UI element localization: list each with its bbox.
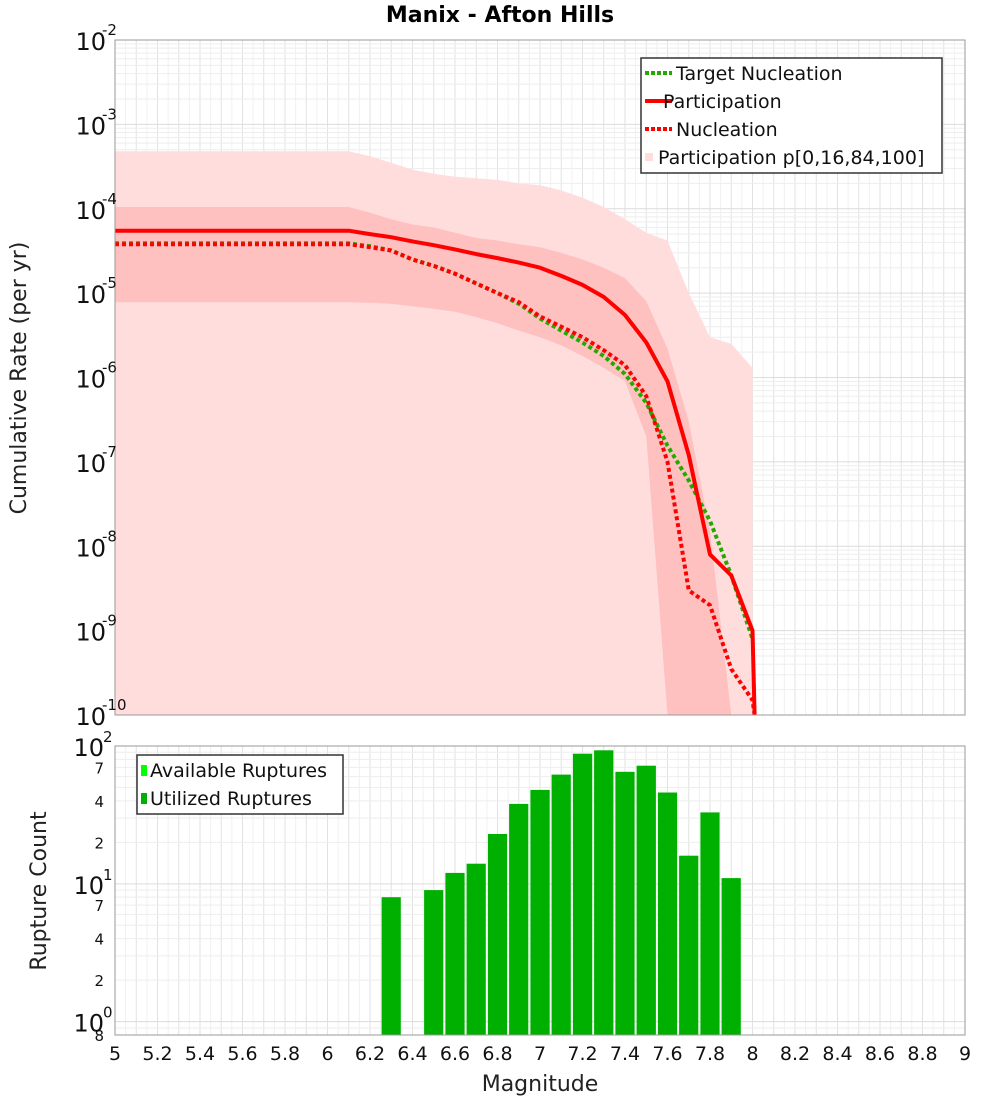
x-tick-label: 7	[534, 1043, 546, 1065]
legend-label: Nucleation	[676, 119, 778, 141]
y-tick-exponent: -9	[102, 612, 117, 630]
legend-label: Participation p[0,16,84,100]	[658, 147, 924, 169]
y-tick-exponent: -10	[102, 696, 127, 714]
y-tick-label: 10	[75, 281, 106, 309]
rupture-bar	[424, 890, 444, 1035]
y-minor-tick-label: 7	[94, 897, 104, 915]
legend-swatch	[645, 153, 653, 161]
x-tick-label: 5.2	[142, 1043, 172, 1065]
y-tick-label: 10	[75, 534, 106, 562]
bottom-y-axis-label: Rupture Count	[27, 811, 52, 971]
rupture-bar	[594, 750, 614, 1035]
rupture-bar	[572, 753, 593, 1035]
rupture-bar	[466, 863, 486, 1035]
bottom-x-ticks: 5 5.2 5.4 5.6 5.8 6 6.2 6.4 6.6 6.8 7 7.2 7.4 7.6 7.8 8…	[109, 1043, 971, 1065]
x-tick-label: 5.8	[270, 1043, 300, 1065]
y-tick-label: 10	[73, 734, 104, 762]
y-tick-label: 10	[75, 197, 106, 225]
x-tick-label: 7.4	[610, 1043, 640, 1065]
series-participation	[115, 228, 757, 716]
x-tick-label: 6.2	[355, 1043, 385, 1065]
y-tick-exponent: -8	[102, 527, 117, 545]
rupture-bar	[721, 878, 741, 1035]
rupture-bar	[530, 789, 550, 1035]
x-tick-label: 8.4	[822, 1043, 852, 1065]
x-tick-label: 6.8	[482, 1043, 512, 1065]
y-tick-label: 10	[75, 366, 106, 394]
y-tick-exponent: -3	[102, 105, 117, 123]
x-tick-label: 8.6	[865, 1043, 895, 1065]
y-tick-label: 10	[75, 619, 106, 647]
legend-label: Participation	[663, 91, 782, 113]
legend-label: Utilized Ruptures	[150, 788, 312, 810]
rupture-bar	[487, 834, 508, 1035]
y-tick-label: 10	[75, 450, 106, 478]
top-plot-frame	[114, 39, 966, 716]
y-tick-label: 10	[75, 703, 106, 731]
y-minor-tick-label: 2	[94, 972, 104, 990]
y-tick-exponent: 1	[103, 866, 113, 884]
band-participation-p16-p84	[115, 207, 732, 715]
y-minor-tick-label: 8	[94, 1027, 104, 1045]
series-nucleation	[115, 242, 757, 716]
bottom-plot-frame	[114, 745, 966, 1036]
top-y-axis-label: Cumulative Rate (per yr)	[7, 242, 32, 515]
x-tick-label: 6.6	[440, 1043, 470, 1065]
x-tick-label: 7.6	[652, 1043, 682, 1065]
rupture-bar	[657, 792, 678, 1035]
x-tick-label: 9	[959, 1043, 971, 1065]
x-tick-label: 8	[746, 1043, 758, 1065]
x-tick-label: 8.8	[907, 1043, 937, 1065]
chart-title: Manix - Afton Hills	[386, 3, 614, 28]
y-tick-exponent: -6	[102, 359, 117, 377]
y-tick-exponent: -2	[102, 21, 117, 39]
legend-box	[640, 57, 943, 174]
y-tick-label: 10	[75, 28, 106, 56]
rupture-bar	[551, 774, 571, 1035]
x-tick-label: 7.8	[695, 1043, 725, 1065]
x-tick-label: 7.2	[567, 1043, 597, 1065]
x-axis-label: Magnitude	[482, 1072, 599, 1097]
x-tick-label: 6.4	[397, 1043, 427, 1065]
y-minor-tick-label: 4	[94, 931, 104, 949]
rupture-bar	[615, 771, 635, 1035]
bottom-legend: Available Ruptures Utilized Ruptures	[136, 754, 344, 815]
rupture-bar	[445, 872, 465, 1035]
y-tick-exponent: -5	[102, 274, 117, 292]
y-tick-exponent: 0	[103, 1004, 113, 1022]
y-minor-tick-label: 7	[94, 759, 104, 777]
rupture-bar	[636, 765, 656, 1035]
y-tick-exponent: -4	[102, 190, 117, 208]
legend-swatch	[141, 765, 147, 776]
x-tick-label: 6	[321, 1043, 333, 1065]
y-tick-exponent: 2	[103, 728, 113, 746]
rupture-bar	[509, 803, 529, 1035]
y-tick-exponent: -7	[102, 443, 117, 461]
legend-label: Available Ruptures	[150, 760, 327, 782]
top-legend: Target Nucleation Participation Nucleation…	[640, 57, 943, 174]
y-minor-tick-label: 4	[94, 793, 104, 811]
top-y-ticks: 10-210-310-410-510-610-710-810-910-10	[75, 21, 126, 731]
y-tick-label: 10	[73, 1010, 104, 1038]
rupture-bar	[679, 855, 699, 1035]
legend-box	[136, 754, 344, 815]
top-lines	[115, 228, 757, 716]
y-tick-label: 10	[73, 872, 104, 900]
series-target-nucleation	[115, 241, 755, 640]
x-tick-label: 5	[109, 1043, 121, 1065]
y-tick-label: 10	[75, 112, 106, 140]
x-tick-label: 5.6	[227, 1043, 257, 1065]
x-tick-label: 8.2	[780, 1043, 810, 1065]
x-tick-label: 5.4	[185, 1043, 215, 1065]
y-minor-tick-label: 2	[94, 834, 104, 852]
rupture-bar	[381, 897, 401, 1035]
rupture-bar	[700, 812, 720, 1035]
bottom-bars	[381, 750, 741, 1035]
legend-label: Target Nucleation	[675, 63, 843, 85]
legend-swatch	[141, 793, 147, 804]
